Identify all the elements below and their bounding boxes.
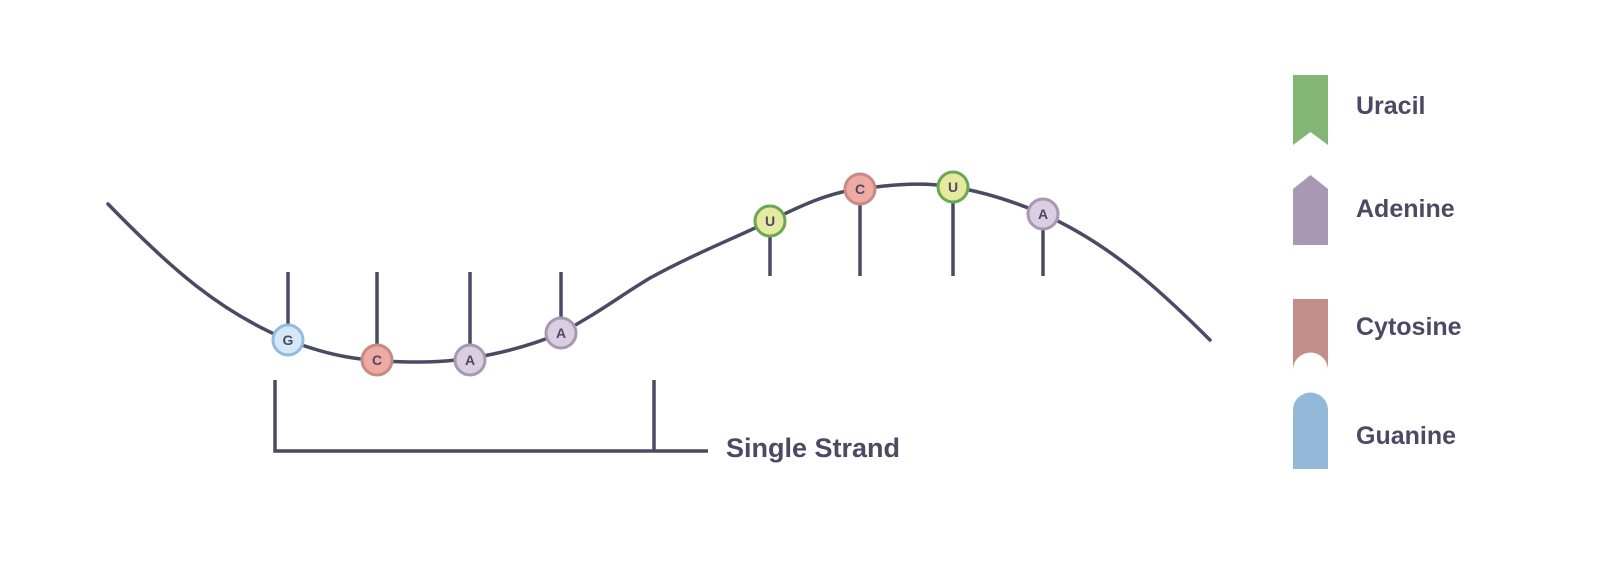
uracil-ribbon-icon	[1293, 75, 1328, 145]
cytosine-notched-bar-icon	[1293, 299, 1328, 370]
nucleotide-letter-1: G	[283, 332, 294, 348]
legend-label-uracil: Uracil	[1356, 92, 1425, 120]
nucleotide-circle-1	[271, 323, 305, 357]
nucleotide-letter-3: A	[465, 352, 475, 368]
legend-label-adenine: Adenine	[1356, 195, 1455, 223]
nucleotide-8: A	[1026, 197, 1060, 231]
nucleotide-6: C	[843, 172, 877, 206]
guanine-rounded-bar-icon	[1293, 392, 1328, 469]
adenine-pentagon-icon	[1293, 175, 1328, 245]
stems	[286, 187, 1045, 360]
legend-label-guanine: Guanine	[1356, 422, 1456, 450]
nucleotide-letter-6: C	[855, 181, 865, 197]
nucleotide-circle-3	[453, 343, 487, 377]
nucleotide-letter-5: U	[765, 213, 775, 229]
nucleotide-1: G	[271, 323, 305, 357]
nucleotide-3: A	[453, 343, 487, 377]
nucleotide-2: C	[360, 343, 394, 377]
nucleotide-circle-7	[936, 170, 970, 204]
nucleotide-circle-2	[360, 343, 394, 377]
legend-item-cytosine: Cytosine	[1293, 299, 1462, 370]
nucleotide-4: A	[544, 316, 578, 350]
single-strand-bracket	[273, 380, 708, 453]
nucleotide-circle-5	[753, 204, 787, 238]
legend-item-uracil: Uracil	[1293, 75, 1425, 145]
legend: Uracil Adenine Cytosine Guanine	[1293, 75, 1462, 469]
nucleotide-letter-2: C	[372, 352, 382, 368]
legend-item-adenine: Adenine	[1293, 175, 1455, 245]
nucleotide-circle-8	[1026, 197, 1060, 231]
backbone-curve	[106, 182, 1212, 364]
single-strand-label: Single Strand	[726, 433, 900, 463]
legend-item-guanine: Guanine	[1293, 392, 1456, 469]
nucleotide-letter-7: U	[948, 179, 958, 195]
nucleotide-7: U	[936, 170, 970, 204]
nucleotide-circle-6	[843, 172, 877, 206]
nucleotide-circle-4	[544, 316, 578, 350]
nucleotide-letter-4: A	[556, 325, 566, 341]
nucleotide-letter-8: A	[1038, 206, 1048, 222]
legend-label-cytosine: Cytosine	[1356, 313, 1462, 341]
nucleotide-5: U	[753, 204, 787, 238]
